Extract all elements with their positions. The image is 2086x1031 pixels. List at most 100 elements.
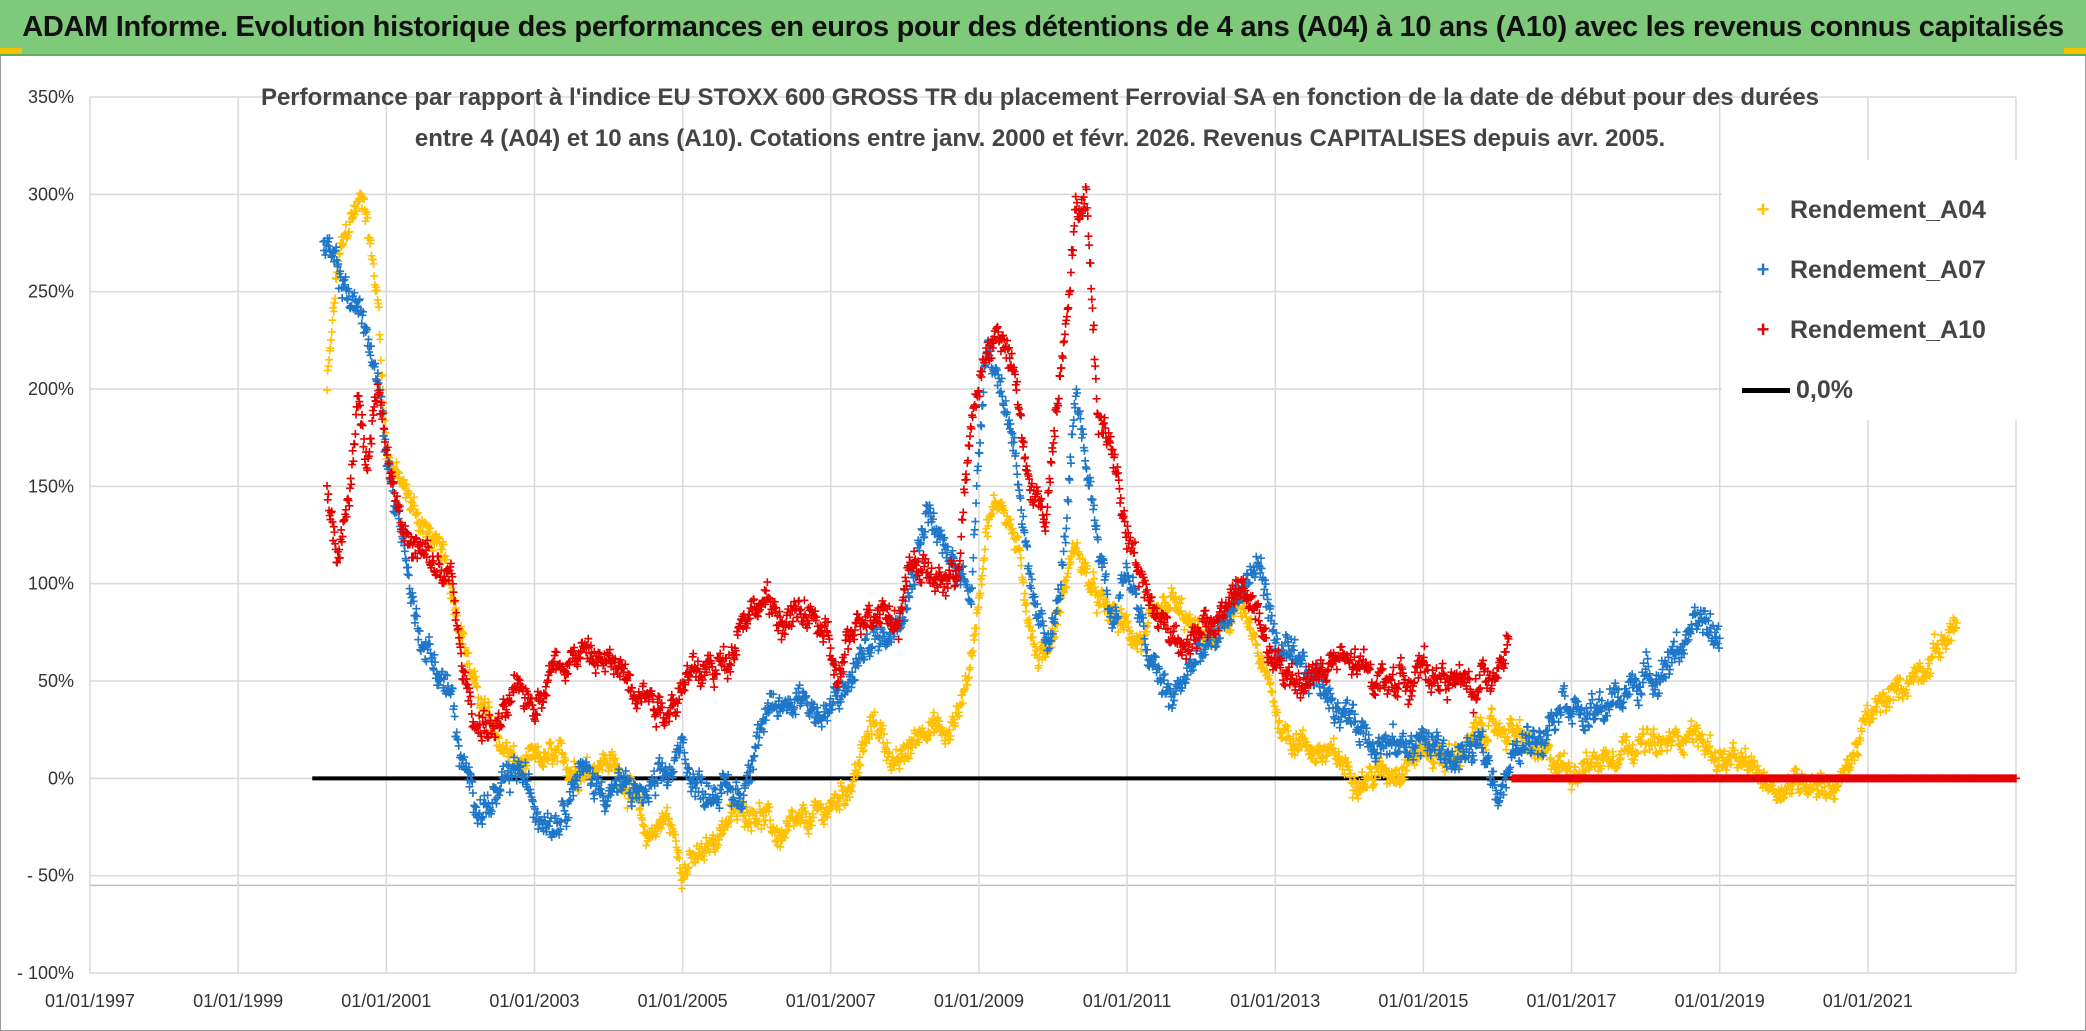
- point-rendement_a04: [1092, 608, 1101, 617]
- x-tick-label: 01/01/1999: [193, 991, 283, 1011]
- point-rendement_a07: [478, 820, 487, 829]
- y-tick-label: 150%: [28, 476, 74, 496]
- point-rendement_a04: [341, 220, 350, 229]
- point-rendement_a07: [590, 794, 599, 803]
- x-axis-ticks: 01/01/1997 01/01/1999 01/01/2001 01/01/2003…: [45, 991, 1913, 1011]
- point-rendement_a04: [856, 761, 865, 770]
- point-rendement_a04: [989, 491, 998, 500]
- point-rendement_a04: [1006, 515, 1015, 524]
- point-rendement_a04: [788, 807, 797, 816]
- point-rendement_a04: [582, 753, 591, 762]
- point-rendement_a07: [404, 571, 413, 580]
- point-rendement_a07: [835, 704, 844, 713]
- point-rendement_a07: [1551, 725, 1560, 734]
- point-rendement_a04: [439, 540, 448, 549]
- point-rendement_a04: [1930, 630, 1939, 639]
- point-rendement_a04: [933, 713, 942, 722]
- point-rendement_a07: [969, 553, 978, 562]
- point-rendement_a07: [861, 634, 870, 643]
- point-rendement_a04: [691, 858, 700, 867]
- x-tick-label: 01/01/2005: [638, 991, 728, 1011]
- point-rendement_a04: [883, 738, 892, 747]
- point-rendement_a04: [332, 275, 341, 284]
- point-rendement_a04: [372, 286, 381, 295]
- point-rendement_a07: [976, 438, 985, 447]
- point-rendement_a10: [368, 416, 377, 425]
- point-rendement_a04: [675, 854, 684, 863]
- point-rendement_a07: [1069, 416, 1078, 425]
- point-rendement_a04: [470, 667, 479, 676]
- point-rendement_a04: [473, 683, 482, 692]
- point-rendement_a07: [505, 788, 514, 797]
- point-rendement_a10: [591, 669, 600, 678]
- point-rendement_a04: [914, 738, 923, 747]
- point-rendement_a04: [878, 721, 887, 730]
- point-rendement_a04: [539, 762, 548, 771]
- point-rendement_a04: [747, 826, 756, 835]
- point-rendement_a07: [1263, 595, 1272, 604]
- point-rendement_a04: [804, 829, 813, 838]
- point-rendement_a04: [978, 571, 987, 580]
- point-rendement_a04: [327, 328, 336, 337]
- point-rendement_a04: [865, 735, 874, 744]
- y-tick-label: 0%: [48, 768, 74, 788]
- point-rendement_a04: [345, 227, 354, 236]
- x-tick-label: 01/01/2013: [1230, 991, 1320, 1011]
- point-rendement_a04: [1488, 705, 1497, 714]
- point-rendement_a07: [1554, 718, 1563, 727]
- point-rendement_a04: [765, 803, 774, 812]
- point-rendement_a04: [859, 746, 868, 755]
- point-rendement_a04: [392, 458, 401, 467]
- point-rendement_a04: [1476, 713, 1485, 722]
- point-rendement_a04: [987, 509, 996, 518]
- point-rendement_a04: [885, 747, 894, 756]
- point-rendement_a04: [326, 344, 335, 353]
- point-rendement_a07: [1122, 563, 1131, 572]
- point-rendement_a07: [1062, 524, 1071, 533]
- point-rendement_a04: [945, 726, 954, 735]
- point-rendement_a07: [1061, 538, 1070, 547]
- point-rendement_a04: [926, 729, 935, 738]
- point-rendement_a04: [409, 493, 418, 502]
- point-rendement_a04: [978, 564, 987, 573]
- point-rendement_a04: [1830, 795, 1839, 804]
- point-rendement_a04: [360, 195, 369, 204]
- point-rendement_a04: [754, 817, 763, 826]
- point-rendement_a10: [324, 490, 333, 499]
- point-rendement_a04: [801, 809, 810, 818]
- point-rendement_a07: [404, 563, 413, 572]
- point-rendement_a04: [471, 672, 480, 681]
- page-title: ADAM Informe. Evolution historique des p…: [22, 11, 2064, 43]
- point-rendement_a04: [331, 294, 340, 303]
- point-rendement_a07: [1067, 459, 1076, 468]
- x-tick-label: 01/01/2009: [934, 991, 1024, 1011]
- point-rendement_a04: [941, 739, 950, 748]
- point-rendement_a04: [1567, 785, 1576, 794]
- point-rendement_a04: [464, 648, 473, 657]
- point-rendement_a07: [1252, 552, 1261, 561]
- x-tick-label: 01/01/2007: [786, 991, 876, 1011]
- point-rendement_a04: [1180, 625, 1189, 634]
- x-tick-label: 01/01/1997: [45, 991, 135, 1011]
- point-rendement_a04: [946, 731, 955, 740]
- point-rendement_a04: [785, 822, 794, 831]
- point-rendement_a04: [438, 545, 447, 554]
- point-rendement_a04: [378, 370, 387, 379]
- point-rendement_a04: [325, 355, 334, 364]
- point-rendement_a04: [766, 816, 775, 825]
- point-rendement_a04: [409, 505, 418, 514]
- point-rendement_a04: [352, 207, 361, 216]
- point-rendement_a04: [733, 815, 742, 824]
- point-rendement_a04: [714, 835, 723, 844]
- y-tick-label: - 50%: [27, 866, 74, 886]
- point-rendement_a07: [970, 525, 979, 534]
- point-rendement_a07: [1062, 514, 1071, 523]
- y-tick-label: 300%: [28, 184, 74, 204]
- point-rendement_a04: [1016, 553, 1025, 562]
- point-rendement_a04: [636, 804, 645, 813]
- point-rendement_a04: [862, 739, 871, 748]
- point-rendement_a07: [1065, 475, 1074, 484]
- point-rendement_a04: [335, 249, 344, 258]
- point-rendement_a07: [627, 802, 636, 811]
- point-rendement_a04: [820, 820, 829, 829]
